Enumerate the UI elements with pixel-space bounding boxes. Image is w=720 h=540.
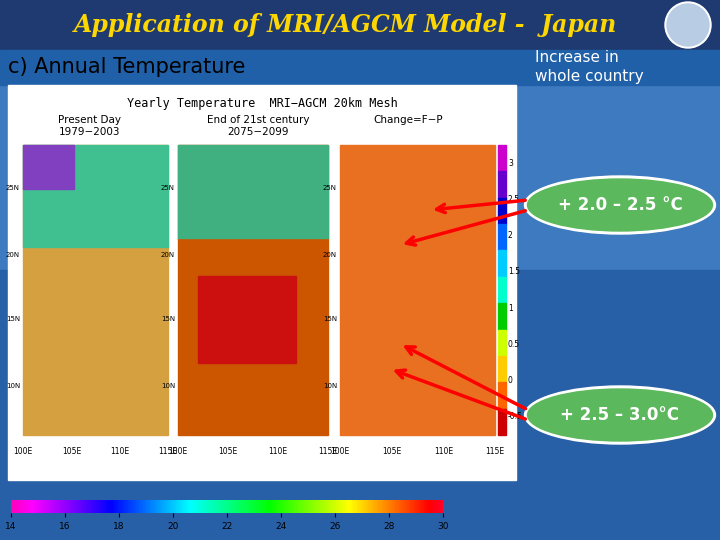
Bar <box>498 224 506 251</box>
Circle shape <box>667 4 709 46</box>
Text: 1.5: 1.5 <box>508 267 520 276</box>
Bar <box>198 275 295 362</box>
Bar <box>340 145 495 435</box>
Text: Yearly Temperature  MRI−AGCM 20km Mesh: Yearly Temperature MRI−AGCM 20km Mesh <box>127 97 397 110</box>
Ellipse shape <box>528 179 713 231</box>
Text: 115E: 115E <box>318 447 338 456</box>
Text: Change=F−P: Change=F−P <box>373 115 443 125</box>
Text: 2075−2099: 2075−2099 <box>228 127 289 137</box>
Text: 20N: 20N <box>161 252 175 258</box>
Text: 100E: 100E <box>14 447 32 456</box>
Text: 2.5: 2.5 <box>508 195 520 204</box>
Text: 110E: 110E <box>433 447 453 456</box>
Text: 10N: 10N <box>161 383 175 389</box>
Text: Increase in
whole country: Increase in whole country <box>535 50 644 84</box>
Text: Application of MRI/AGCM Model -  Japan: Application of MRI/AGCM Model - Japan <box>73 13 616 37</box>
Bar <box>178 145 328 435</box>
Bar <box>23 145 168 435</box>
Text: End of 21st century: End of 21st century <box>207 115 310 125</box>
Text: 10N: 10N <box>323 383 337 389</box>
Text: 20N: 20N <box>6 252 20 258</box>
Bar <box>0 270 720 540</box>
Text: c) Annual Temperature: c) Annual Temperature <box>8 57 246 77</box>
Text: 115E: 115E <box>485 447 505 456</box>
Text: 15N: 15N <box>323 316 337 322</box>
Ellipse shape <box>524 176 716 234</box>
Text: 1979−2003: 1979−2003 <box>59 127 121 137</box>
Text: 25N: 25N <box>323 186 337 192</box>
Bar <box>0 0 720 50</box>
Text: 100E: 100E <box>330 447 350 456</box>
Bar <box>498 171 506 198</box>
Text: 0: 0 <box>508 376 513 385</box>
Bar <box>0 50 720 85</box>
Text: -0.5: -0.5 <box>508 413 523 421</box>
Text: Present Day: Present Day <box>58 115 122 125</box>
Bar <box>498 382 506 409</box>
Text: 110E: 110E <box>110 447 129 456</box>
Ellipse shape <box>524 386 716 444</box>
Bar <box>498 356 506 382</box>
Text: 1: 1 <box>508 303 513 313</box>
Text: 10N: 10N <box>6 383 20 389</box>
Text: 110E: 110E <box>269 447 287 456</box>
Bar <box>498 198 506 224</box>
Text: 25N: 25N <box>161 186 175 192</box>
Circle shape <box>665 2 711 48</box>
Text: + 2.5 – 3.0°C: + 2.5 – 3.0°C <box>560 406 680 424</box>
Text: 15N: 15N <box>161 316 175 322</box>
Text: 105E: 105E <box>218 447 238 456</box>
Text: 3: 3 <box>508 159 513 167</box>
Text: 0.5: 0.5 <box>508 340 520 349</box>
Text: 105E: 105E <box>382 447 401 456</box>
Bar <box>498 409 506 435</box>
Text: 115E: 115E <box>158 447 178 456</box>
Text: 105E: 105E <box>62 447 81 456</box>
Bar <box>23 145 168 246</box>
Text: 25N: 25N <box>6 186 20 192</box>
Bar <box>498 145 506 171</box>
Text: 2: 2 <box>508 231 513 240</box>
Bar <box>498 329 506 356</box>
Text: + 2.0 – 2.5 °C: + 2.0 – 2.5 °C <box>557 196 683 214</box>
Text: 15N: 15N <box>6 316 20 322</box>
Bar <box>23 145 73 188</box>
Bar <box>8 85 516 480</box>
Bar <box>178 145 328 238</box>
Bar <box>498 251 506 277</box>
Text: 20N: 20N <box>323 252 337 258</box>
Bar <box>498 277 506 303</box>
Bar <box>498 303 506 329</box>
Ellipse shape <box>528 389 713 441</box>
Text: 100E: 100E <box>168 447 188 456</box>
